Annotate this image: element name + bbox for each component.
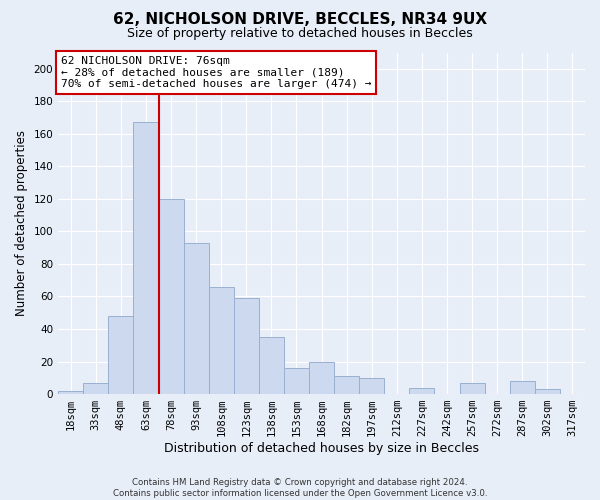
Y-axis label: Number of detached properties: Number of detached properties [15,130,28,316]
Text: 62 NICHOLSON DRIVE: 76sqm
← 28% of detached houses are smaller (189)
70% of semi: 62 NICHOLSON DRIVE: 76sqm ← 28% of detac… [61,56,371,89]
Text: Contains HM Land Registry data © Crown copyright and database right 2024.
Contai: Contains HM Land Registry data © Crown c… [113,478,487,498]
Bar [359,378,385,394]
Bar [510,381,535,394]
Bar [158,199,184,394]
Bar [309,362,334,394]
X-axis label: Distribution of detached houses by size in Beccles: Distribution of detached houses by size … [164,442,479,455]
Bar [133,122,158,394]
Bar [460,382,485,394]
Bar [535,389,560,394]
Bar [334,376,359,394]
Bar [234,298,259,394]
Text: Size of property relative to detached houses in Beccles: Size of property relative to detached ho… [127,28,473,40]
Bar [58,391,83,394]
Text: 62, NICHOLSON DRIVE, BECCLES, NR34 9UX: 62, NICHOLSON DRIVE, BECCLES, NR34 9UX [113,12,487,28]
Bar [209,286,234,394]
Bar [83,382,109,394]
Bar [109,316,133,394]
Bar [284,368,309,394]
Bar [259,337,284,394]
Bar [184,243,209,394]
Bar [409,388,434,394]
